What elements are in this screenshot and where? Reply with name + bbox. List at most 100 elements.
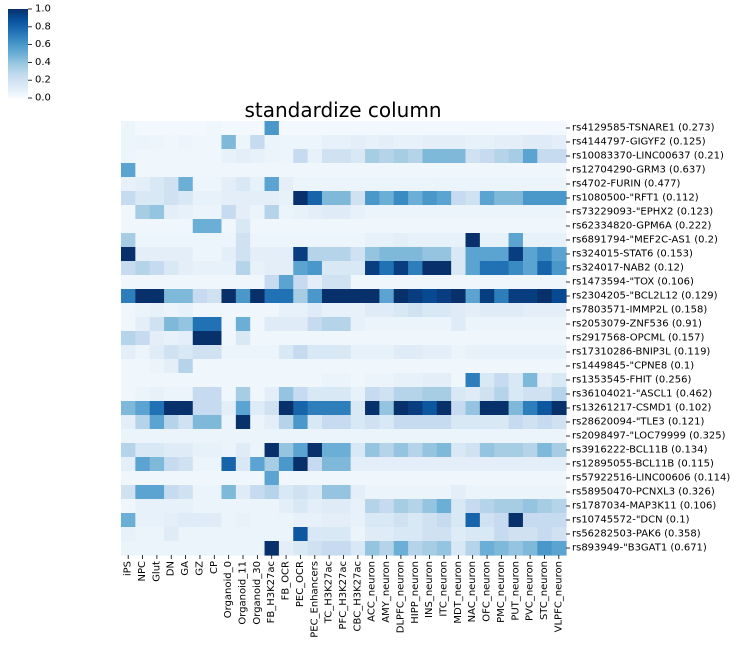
- heatmap-cell: [479, 191, 495, 206]
- heatmap-cell: [178, 499, 194, 514]
- heatmap-cell: [522, 443, 538, 458]
- heatmap-cell: [551, 205, 567, 220]
- heatmap-cell: [250, 317, 266, 332]
- heatmap-cell: [436, 219, 452, 234]
- heatmap-cell: [422, 163, 438, 178]
- heatmap-cell: [350, 317, 366, 332]
- colorbar-gradient: [8, 9, 28, 98]
- heatmap-cell: [451, 219, 467, 234]
- heatmap-cell: [465, 191, 481, 206]
- heatmap-cell: [307, 345, 323, 360]
- heatmap-cell: [221, 247, 237, 262]
- heatmap-cell: [278, 359, 294, 374]
- heatmap-cell: [278, 401, 294, 416]
- heatmap-cell: [178, 471, 194, 486]
- column-label: VLPFC_neuron: [553, 561, 564, 632]
- heatmap-cell: [278, 205, 294, 220]
- heatmap-cell: [436, 457, 452, 472]
- heatmap-cell: [393, 345, 409, 360]
- heatmap-cell: [537, 485, 553, 500]
- heatmap-cell: [135, 219, 151, 234]
- heatmap-cell: [494, 443, 510, 458]
- heatmap-cell: [365, 233, 380, 248]
- heatmap-cell: [235, 443, 251, 458]
- heatmap-cell: [365, 121, 380, 136]
- heatmap-cell: [192, 345, 208, 360]
- heatmap-cell: [479, 331, 495, 346]
- heatmap-cell: [164, 303, 180, 318]
- heatmap-cell: [451, 135, 467, 150]
- heatmap-cell: [221, 163, 237, 178]
- heatmap-cell: [465, 303, 481, 318]
- heatmap-cell: [321, 429, 337, 444]
- heatmap-cell: [250, 429, 266, 444]
- heatmap-cell: [479, 527, 495, 542]
- column-label: OFC_neuron: [482, 561, 493, 622]
- heatmap-cell: [264, 345, 280, 360]
- heatmap-cell: [393, 247, 409, 262]
- heatmap-cell: [164, 177, 180, 192]
- heatmap-cell: [336, 415, 352, 430]
- heatmap-cell: [436, 415, 452, 430]
- heatmap-cell: [508, 289, 524, 304]
- heatmap-cell: [164, 247, 180, 262]
- heatmap-cell: [350, 373, 366, 388]
- heatmap-cell: [164, 331, 180, 346]
- heatmap-cell: [149, 135, 165, 150]
- heatmap-cell: [408, 331, 424, 346]
- heatmap-cell: [365, 429, 380, 444]
- heatmap-cell: [264, 429, 280, 444]
- heatmap-cell: [235, 219, 251, 234]
- heatmap-cell: [494, 163, 510, 178]
- heatmap-cell: [451, 485, 467, 500]
- heatmap-cell: [508, 415, 524, 430]
- heatmap-cell: [192, 149, 208, 164]
- heatmap-cell: [121, 163, 136, 178]
- heatmap-cell: [422, 205, 438, 220]
- heatmap-cell: [508, 317, 524, 332]
- heatmap-cell: [164, 261, 180, 276]
- heatmap-cell: [393, 499, 409, 514]
- heatmap-cell: [365, 415, 380, 430]
- heatmap-cell: [537, 527, 553, 542]
- heatmap-cell: [250, 191, 266, 206]
- heatmap-cell: [436, 387, 452, 402]
- heatmap-cell: [321, 317, 337, 332]
- heatmap-cell: [479, 261, 495, 276]
- row-label: rs1449845-"CPNE8 (0.1): [572, 361, 694, 372]
- heatmap-cell: [135, 485, 151, 500]
- heatmap-cell: [321, 191, 337, 206]
- heatmap-cell: [451, 443, 467, 458]
- colorbar-tick-label: 0.6: [35, 39, 51, 50]
- heatmap-cell: [307, 401, 323, 416]
- heatmap-cell: [436, 345, 452, 360]
- heatmap-cell: [451, 177, 467, 192]
- heatmap-cell: [192, 177, 208, 192]
- heatmap-cell: [522, 303, 538, 318]
- heatmap-cell: [321, 415, 337, 430]
- heatmap-cell: [508, 457, 524, 472]
- heatmap-cell: [422, 191, 438, 206]
- heatmap-cell: [350, 121, 366, 136]
- heatmap-cell: [192, 401, 208, 416]
- heatmap-cell: [379, 149, 395, 164]
- heatmap-cell: [293, 373, 309, 388]
- heatmap-cell: [149, 457, 165, 472]
- heatmap-cell: [321, 443, 337, 458]
- heatmap-cell: [465, 317, 481, 332]
- heatmap-cell: [149, 303, 165, 318]
- heatmap-cell: [164, 219, 180, 234]
- heatmap-cell: [121, 135, 136, 150]
- heatmap-cell: [250, 527, 266, 542]
- heatmap-cell: [192, 205, 208, 220]
- heatmap-cell: [307, 247, 323, 262]
- heatmap-cell: [522, 387, 538, 402]
- column-label: CP: [209, 561, 220, 574]
- heatmap-cell: [321, 401, 337, 416]
- heatmap-cell: [221, 499, 237, 514]
- heatmap-cell: [307, 205, 323, 220]
- heatmap-cell: [207, 275, 223, 290]
- heatmap-cell: [278, 177, 294, 192]
- heatmap-cell: [164, 135, 180, 150]
- heatmap-cell: [192, 373, 208, 388]
